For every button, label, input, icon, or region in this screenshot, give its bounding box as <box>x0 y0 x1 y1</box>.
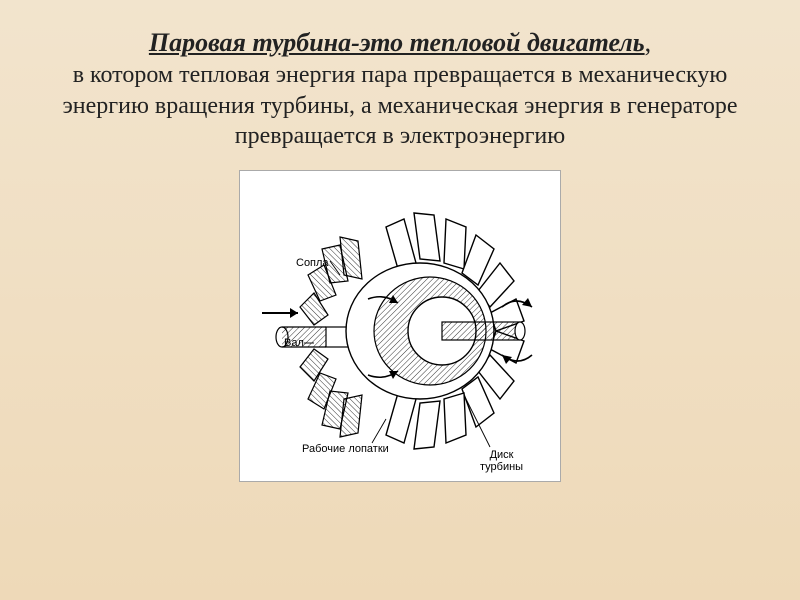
turbine-figure: Сопла Вал Рабочие лопатки Диск турбины <box>239 170 561 482</box>
turbine-illustration <box>240 171 560 481</box>
slide-description: в котором тепловая энергия пара превраща… <box>42 60 758 152</box>
slide-title: Паровая турбина-это тепловой двигатель <box>149 28 645 57</box>
slide: Паровая турбина-это тепловой двигатель, … <box>0 0 800 600</box>
heading-block: Паровая турбина-это тепловой двигатель, … <box>42 28 758 152</box>
label-blades: Рабочие лопатки <box>302 443 389 455</box>
label-shaft: Вал <box>284 337 304 349</box>
slide-title-tail: , <box>645 28 652 57</box>
label-nozzles: Сопла <box>296 257 329 269</box>
steam-arrow-icon <box>262 308 298 318</box>
label-disk: Диск турбины <box>480 449 523 473</box>
